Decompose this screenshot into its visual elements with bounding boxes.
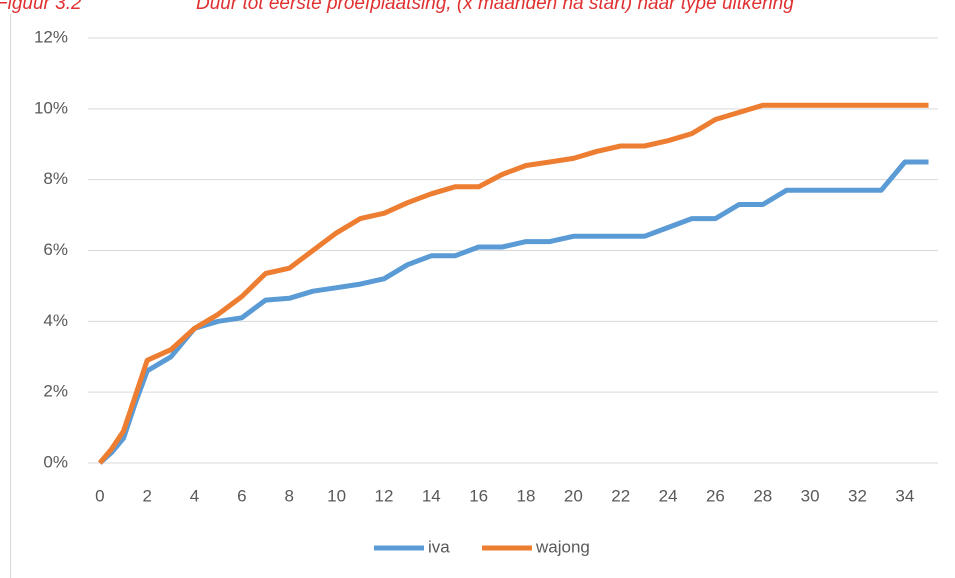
- y-tick-label: 4%: [43, 311, 68, 330]
- line-series: [97, 102, 929, 465]
- x-tick-label: 12: [375, 486, 394, 505]
- y-tick-label: 2%: [43, 382, 68, 401]
- figure-label: Figuur 3.2: [0, 0, 82, 14]
- x-tick-label: 28: [753, 486, 772, 505]
- x-tick-label: 20: [564, 486, 583, 505]
- x-tick-label: 0: [95, 486, 104, 505]
- chart-title: Duur tot eerste proefplaatsing, (x maand…: [196, 0, 794, 14]
- x-tick-label: 34: [895, 486, 914, 505]
- x-tick-label: 18: [517, 486, 536, 505]
- x-tick-label: 6: [237, 486, 246, 505]
- x-tick-label: 14: [422, 486, 441, 505]
- x-tick-label: 8: [285, 486, 294, 505]
- x-tick-label: 4: [190, 486, 199, 505]
- y-tick-label: 12%: [34, 27, 68, 46]
- y-tick-label: 10%: [34, 98, 68, 117]
- x-tick-label: 22: [611, 486, 630, 505]
- legend-label: iva: [428, 537, 450, 556]
- y-tick-label: 6%: [43, 240, 68, 259]
- x-tick-label: 10: [327, 486, 346, 505]
- x-tick-label: 26: [706, 486, 725, 505]
- y-tick-label: 8%: [43, 169, 68, 188]
- x-tick-label: 24: [659, 486, 678, 505]
- x-tick-label: 2: [142, 486, 151, 505]
- y-tick-label: 0%: [43, 452, 68, 471]
- x-tick-label: 32: [848, 486, 867, 505]
- legend-label: wajong: [535, 537, 590, 556]
- x-tick-label: 16: [469, 486, 488, 505]
- x-tick-label: 30: [801, 486, 820, 505]
